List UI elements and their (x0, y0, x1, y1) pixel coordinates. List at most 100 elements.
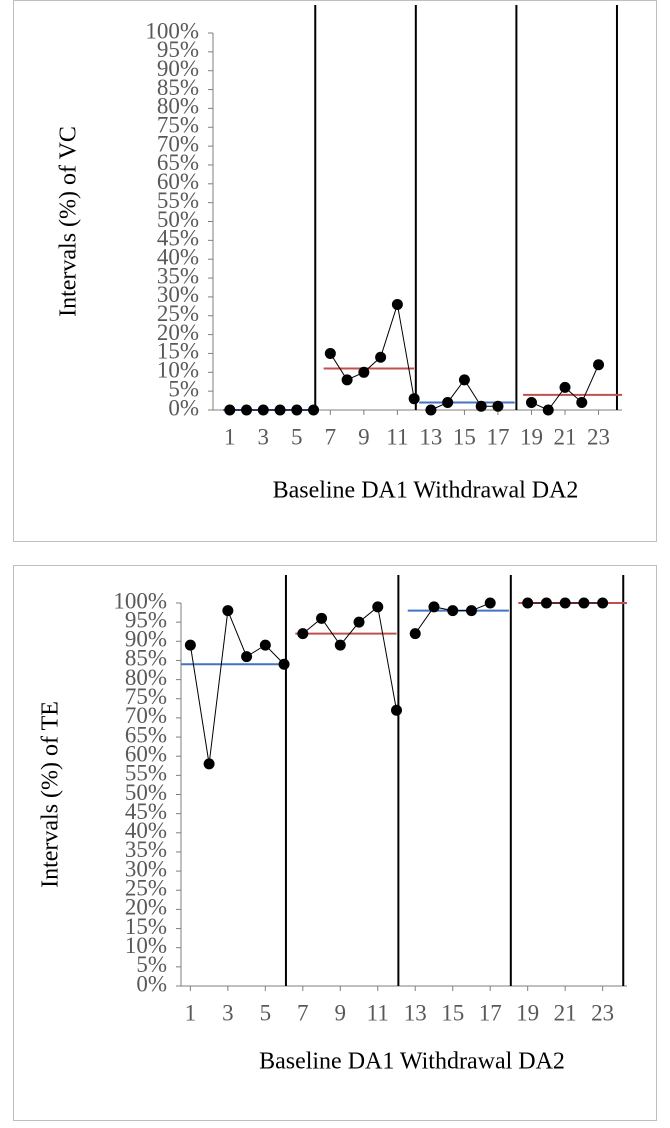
data-point (353, 616, 365, 628)
y-tick-label: 50% (125, 780, 167, 805)
y-tick-label: 75% (157, 113, 199, 138)
data-point (257, 404, 269, 416)
data-point (576, 396, 588, 408)
y-tick-label: 85% (125, 646, 167, 671)
y-tick-label: 15% (157, 339, 199, 364)
data-point (559, 381, 571, 393)
x-tick-label: 1 (224, 424, 236, 449)
y-tick-label: 10% (157, 358, 199, 383)
y-tick-label: 10% (125, 933, 167, 958)
chart-frame (13, 565, 657, 1121)
y-tick-label: 20% (125, 895, 167, 920)
data-point (484, 597, 496, 609)
data-point (278, 658, 290, 670)
y-tick-label: 30% (125, 856, 167, 881)
data-point (358, 366, 370, 378)
y-tick-label: 70% (125, 703, 167, 728)
y-tick-label: 100% (113, 588, 167, 613)
y-tick-label: 85% (157, 75, 199, 100)
y-tick-label: 70% (157, 131, 199, 156)
data-point (334, 639, 346, 651)
x-tick-label: 15 (453, 424, 476, 449)
x-tick-label: 13 (419, 424, 442, 449)
y-tick-label: 55% (125, 761, 167, 786)
x-tick-label: 15 (441, 1000, 464, 1025)
data-point (442, 396, 454, 408)
data-point (542, 404, 554, 416)
x-tick-label: 13 (404, 1000, 427, 1025)
data-point (522, 597, 534, 609)
y-tick-label: 45% (157, 226, 199, 251)
y-tick-label: 40% (125, 818, 167, 843)
y-tick-label: 65% (125, 722, 167, 747)
y-tick-label: 15% (125, 914, 167, 939)
data-point (259, 639, 271, 651)
data-point (492, 400, 504, 412)
x-tick-label: 11 (367, 1000, 389, 1025)
y-axis-title: Intervals (%) of VC (56, 126, 82, 317)
data-point (391, 298, 403, 310)
y-tick-label: 5% (136, 952, 167, 977)
data-point (597, 597, 609, 609)
data-point (297, 628, 309, 640)
data-point (291, 404, 303, 416)
y-tick-label: 55% (157, 188, 199, 213)
y-tick-label: 75% (125, 684, 167, 709)
y-tick-label: 95% (125, 607, 167, 632)
data-point (184, 639, 196, 651)
data-point (316, 612, 328, 624)
data-point (375, 351, 387, 363)
y-tick-label: 60% (157, 169, 199, 194)
y-tick-label: 25% (157, 301, 199, 326)
y-tick-label: 80% (125, 665, 167, 690)
data-point (308, 404, 320, 416)
y-tick-label: 20% (157, 320, 199, 345)
y-tick-label: 90% (157, 56, 199, 81)
y-tick-label: 30% (157, 282, 199, 307)
x-tick-label: 21 (554, 424, 577, 449)
data-point (593, 359, 605, 371)
y-tick-label: 80% (157, 94, 199, 119)
x-tick-label: 7 (297, 1000, 309, 1025)
data-point (372, 601, 384, 613)
y-axis-title: Intervals (%) of TE (38, 701, 64, 888)
y-tick-label: 60% (125, 741, 167, 766)
y-tick-label: 25% (125, 876, 167, 901)
x-tick-label: 5 (260, 1000, 272, 1025)
data-point (241, 404, 253, 416)
data-point (341, 374, 353, 386)
x-tick-label: 19 (520, 424, 543, 449)
x-tick-label: 21 (554, 1000, 577, 1025)
data-point (465, 605, 477, 617)
x-tick-label: 11 (386, 424, 408, 449)
x-tick-label: 1 (185, 1000, 197, 1025)
y-tick-label: 35% (157, 263, 199, 288)
chart-frame (13, 0, 657, 542)
x-tick-label: 23 (591, 1000, 614, 1025)
data-point (241, 651, 253, 663)
data-point (425, 404, 437, 416)
x-tick-label: 5 (291, 424, 303, 449)
x-tick-label: 19 (516, 1000, 539, 1025)
data-point (408, 393, 420, 405)
data-point (525, 396, 537, 408)
data-point (274, 404, 286, 416)
data-point (475, 400, 487, 412)
x-axis-title: Baseline DA1 Withdrawal DA2 (273, 478, 579, 504)
y-tick-label: 95% (157, 37, 199, 62)
y-tick-label: 50% (157, 207, 199, 232)
data-point (559, 597, 571, 609)
data-point (409, 628, 421, 640)
x-tick-label: 17 (479, 1000, 502, 1025)
data-point (540, 597, 552, 609)
x-tick-label: 9 (358, 424, 370, 449)
y-tick-label: 40% (157, 244, 199, 269)
y-tick-label: 45% (125, 799, 167, 824)
y-tick-label: 35% (125, 837, 167, 862)
x-tick-label: 17 (486, 424, 509, 449)
data-point (391, 704, 403, 716)
data-line (189, 608, 285, 764)
x-tick-label: 7 (325, 424, 337, 449)
y-tick-label: 100% (145, 18, 199, 43)
